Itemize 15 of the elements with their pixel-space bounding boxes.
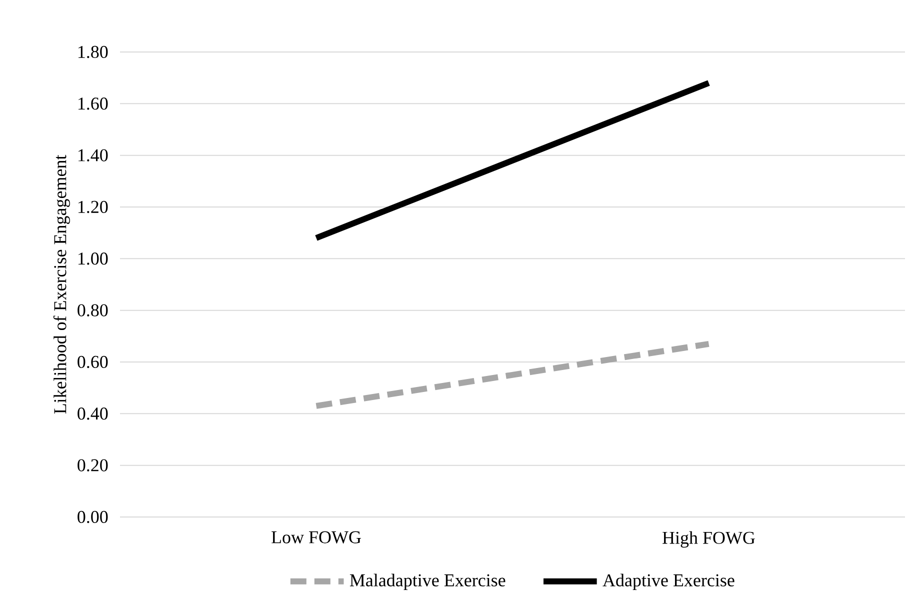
- y-tick-label: 1.20: [78, 200, 108, 214]
- y-tick-label: 1.00: [78, 252, 108, 265]
- y-tick-label: 0.40: [78, 408, 108, 420]
- legend-label: Adaptive Exercise: [602, 574, 734, 590]
- legend-label: Maladaptive Exercise: [350, 574, 506, 590]
- y-axis-title: Likelihood of Exercise Engagement: [53, 154, 70, 414]
- y-tick-label: 0.20: [78, 459, 108, 472]
- x-tick-label: High FOWG: [662, 531, 755, 548]
- y-tick-label: 1.80: [78, 46, 108, 58]
- y-tick-label: 1.40: [78, 149, 108, 162]
- y-tick-label: 1.60: [78, 98, 108, 110]
- y-tick-label: 0.80: [78, 304, 108, 316]
- y-tick-label: 0.60: [78, 356, 108, 368]
- y-tick-label: 0.00: [78, 510, 108, 524]
- x-tick-label: Low FOWG: [272, 531, 361, 544]
